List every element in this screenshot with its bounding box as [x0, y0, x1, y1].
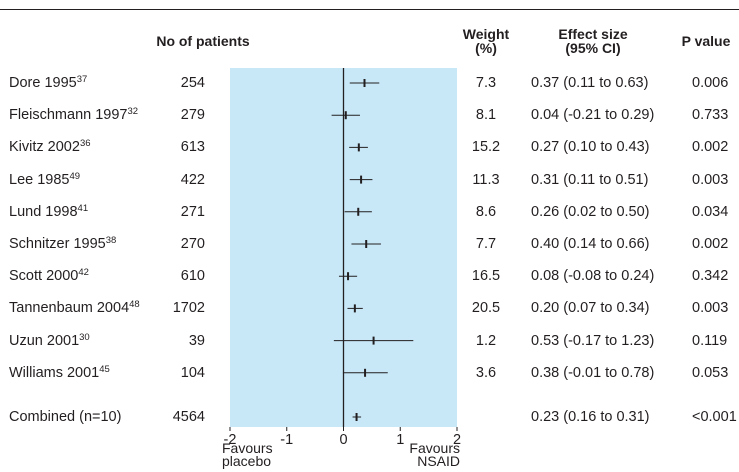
favours-nsaid-line2: NSAID [417, 453, 460, 469]
header-weight-line1: Weight [462, 26, 510, 42]
favours-nsaid-line1: Favours [409, 440, 460, 456]
study-patients: 271 [180, 203, 205, 220]
reference-number: 41 [77, 202, 89, 214]
study-label: Kivitz 200236 [9, 139, 91, 155]
study-pvalue: 0.119 [692, 332, 728, 349]
study-weight: 15.2 [471, 139, 501, 156]
study-label: Lund 199841 [9, 204, 88, 220]
study-name: Kivitz 2002 [9, 139, 80, 156]
header-patients: No of patients [156, 33, 250, 49]
study-name: Scott 2000 [9, 268, 79, 285]
study-label: Tannenbaum 200448 [9, 300, 140, 316]
axis-tick-label: -2 [224, 432, 237, 448]
study-label: Dore 199537 [9, 75, 87, 91]
study-effect: 0.40 (0.14 to 0.66) [531, 236, 650, 252]
study-pvalue: 0.002 [692, 236, 729, 252]
study-pvalue: 0.002 [692, 139, 729, 156]
study-label: Williams 200145 [9, 365, 110, 381]
study-weight: 3.6 [475, 364, 497, 381]
study-patients: 422 [180, 171, 205, 188]
study-label: Scott 200042 [9, 268, 89, 284]
study-name: Tannenbaum 2004 [9, 300, 130, 317]
study-patients: 1702 [172, 300, 205, 317]
reference-number: 37 [76, 74, 88, 85]
study-name: Fleischmann 1997 [9, 107, 128, 124]
reference-number: 49 [69, 170, 81, 182]
header-effect-line1: Effect size [558, 26, 628, 42]
combined-effect: 0.23 (0.16 to 0.31) [531, 409, 650, 425]
study-weight: 7.3 [475, 75, 497, 91]
study-label: Fleischmann 199732 [9, 107, 138, 123]
reference-number: 42 [78, 267, 89, 279]
study-name: Schnitzer 1995 [9, 236, 106, 252]
study-weight: 8.6 [475, 203, 497, 220]
study-patients: 254 [180, 75, 205, 91]
study-weight: 20.5 [471, 300, 501, 317]
study-name: Uzun 2001 [9, 332, 80, 349]
study-weight: 1.2 [475, 332, 497, 349]
axis-tick-label: 0 [339, 432, 347, 448]
study-weight: 8.1 [475, 107, 497, 124]
reference-number: 30 [79, 331, 90, 343]
study-patients: 270 [180, 236, 205, 252]
study-pvalue: 0.006 [692, 75, 729, 91]
study-effect: 0.08 (-0.08 to 0.24) [531, 268, 655, 285]
axis-tick-label: 1 [396, 432, 404, 448]
study-patients: 279 [180, 107, 205, 124]
header-weight: Weight (%) [456, 27, 516, 55]
study-name: Dore 1995 [9, 75, 77, 91]
study-pvalue: 0.034 [692, 203, 729, 220]
study-effect: 0.27 (0.10 to 0.43) [531, 139, 650, 156]
study-label: Uzun 200130 [9, 331, 90, 349]
header-effect: Effect size (95% CI) [538, 27, 648, 55]
study-pvalue: 0.053 [692, 364, 729, 381]
study-patients: 39 [188, 332, 205, 349]
study-patients: 610 [180, 268, 205, 285]
reference-number: 32 [127, 106, 139, 118]
combined-pvalue: <0.001 [692, 409, 737, 425]
study-effect: 0.31 (0.11 to 0.51) [531, 171, 649, 188]
combined-label: Combined (n=10) [9, 409, 122, 425]
reference-number: 45 [99, 363, 110, 375]
combined-patients: 4564 [172, 409, 205, 425]
study-pvalue: 0.342 [692, 268, 729, 285]
study-effect: 0.26 (0.02 to 0.50) [531, 203, 650, 220]
reference-number: 48 [129, 299, 140, 311]
study-patients: 613 [180, 139, 205, 156]
axis-tick-label: -1 [280, 432, 293, 448]
study-weight: 16.5 [471, 268, 501, 285]
favours-placebo-line2: placebo [222, 453, 272, 469]
study-effect: 0.04 (-0.21 to 0.29) [531, 107, 655, 124]
favours-placebo-note: Favours placebo [222, 440, 273, 469]
study-weight: 7.7 [475, 236, 497, 252]
favours-nsaid-note: Favours NSAID [400, 440, 460, 469]
study-effect: 0.20 (0.07 to 0.34) [531, 300, 650, 317]
study-label: Schnitzer 199538 [9, 236, 116, 252]
study-effect: 0.38 (-0.01 to 0.78) [531, 364, 655, 381]
reference-number: 36 [79, 138, 91, 150]
top-rule [0, 9, 739, 10]
study-effect: 0.37 (0.11 to 0.63) [531, 75, 649, 91]
study-effect: 0.53 (-0.17 to 1.23) [531, 332, 655, 349]
study-name: Lund 1998 [9, 203, 78, 220]
axis-tick-label: 2 [453, 432, 461, 448]
study-pvalue: 0.733 [692, 107, 729, 124]
favours-placebo-line1: Favours [222, 440, 273, 456]
study-patients: 104 [180, 364, 205, 381]
header-pvalue: P value [681, 33, 731, 49]
study-label: Lee 198549 [9, 170, 81, 188]
header-weight-line2: (%) [475, 40, 497, 56]
study-name: Williams 2001 [9, 364, 100, 381]
study-pvalue: 0.003 [692, 171, 729, 188]
header-effect-line2: (95% CI) [565, 40, 621, 56]
study-name: Lee 1985 [9, 171, 70, 188]
study-pvalue: 0.003 [692, 300, 729, 317]
study-weight: 11.3 [472, 171, 500, 188]
reference-number: 38 [105, 235, 117, 246]
